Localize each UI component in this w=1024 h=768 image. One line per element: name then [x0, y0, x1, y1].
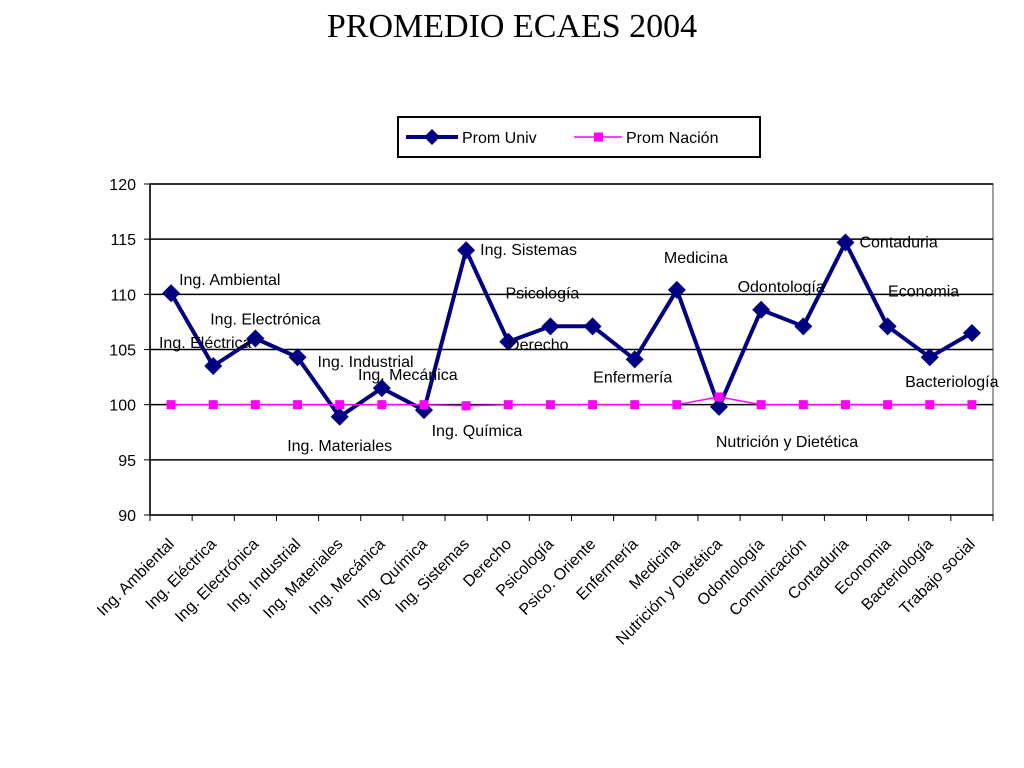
data-label: Odontología [738, 279, 825, 296]
annotations: Ing. Ambiental Ing. Eléctrica Ing. Electró… [159, 234, 999, 454]
x-tick-label: Trabajo social [897, 536, 979, 618]
data-point [204, 357, 223, 376]
data-point [503, 400, 513, 410]
legend-marker-univ [424, 129, 440, 145]
data-point [499, 332, 518, 351]
data-point [840, 400, 850, 410]
data-point [667, 280, 686, 299]
data-point [246, 329, 265, 348]
x-tick-label: Ing. Sistemas [392, 536, 473, 617]
data-point [541, 317, 560, 336]
data-label: Ing. Electrónica [210, 311, 320, 328]
chart-title: PROMEDIO ECAES 2004 [326, 8, 698, 45]
data-point [335, 400, 345, 410]
data-point [457, 241, 476, 260]
y-tick-label: 110 [110, 287, 136, 304]
data-point [208, 400, 218, 410]
data-point [288, 348, 307, 367]
data-point [794, 317, 813, 336]
data-label: Derecho [508, 337, 569, 354]
series-line [169, 240, 973, 419]
data-point [588, 400, 598, 410]
data-point [162, 284, 181, 303]
data-point [752, 300, 771, 319]
data-label: Ing. Industrial [317, 354, 413, 371]
data-label: Ing. Eléctrica [159, 335, 252, 352]
x-tick-label: Ing. Industrial [224, 536, 304, 616]
data-label: Ing. Mecánica [358, 367, 458, 384]
legend-label-univ: Prom Univ [462, 130, 537, 147]
data-label: Contaduria [859, 234, 937, 251]
data-point [878, 317, 897, 336]
data-point [883, 400, 893, 410]
data-label: Ing. Ambiental [179, 272, 280, 289]
data-point [250, 400, 260, 410]
y-tick-label: 95 [118, 453, 136, 470]
legend-label-nacion: Prom Nación [626, 130, 718, 147]
data-point [967, 400, 977, 410]
y-tick-label: 100 [109, 398, 136, 415]
data-label: Economia [888, 283, 959, 300]
y-tick-label: 115 [110, 232, 136, 249]
series-line [171, 396, 972, 407]
data-point [920, 348, 939, 367]
data-point [372, 379, 391, 398]
data-label: Bacteriología [905, 374, 998, 391]
data-label: Ing. Materiales [287, 438, 392, 455]
legend: Prom Univ Prom Nación [397, 116, 761, 158]
data-point [330, 407, 349, 426]
data-point [419, 400, 429, 410]
data-label: Ing. Sistemas [480, 242, 577, 259]
series-layer [162, 233, 981, 426]
data-point [798, 400, 808, 410]
data-label: Enfermería [593, 369, 672, 386]
data-point [672, 400, 682, 410]
data-point [710, 397, 729, 416]
data-point [166, 400, 176, 410]
y-tick-label: 105 [109, 343, 136, 360]
y-axis: 90 95 100 105 110 115 120 [109, 177, 151, 525]
data-point [293, 400, 303, 410]
y-tick-label: 120 [109, 177, 136, 194]
plot-area [149, 183, 994, 516]
data-point [625, 350, 644, 369]
data-point [756, 400, 766, 410]
legend-marker-nacion [594, 132, 603, 142]
data-label: Ing. Química [432, 423, 523, 440]
data-point [836, 233, 855, 252]
data-point [583, 317, 602, 336]
data-point [962, 323, 981, 342]
data-point [545, 400, 555, 410]
data-label: Nutrición y Dietética [716, 434, 858, 451]
data-label: Psicología [506, 285, 580, 302]
data-label: Medicina [664, 250, 728, 267]
data-point [714, 392, 724, 402]
y-tick-label: 90 [118, 508, 136, 525]
data-point [925, 400, 935, 410]
data-point [630, 400, 640, 410]
data-point [461, 401, 471, 411]
data-point [377, 400, 387, 410]
